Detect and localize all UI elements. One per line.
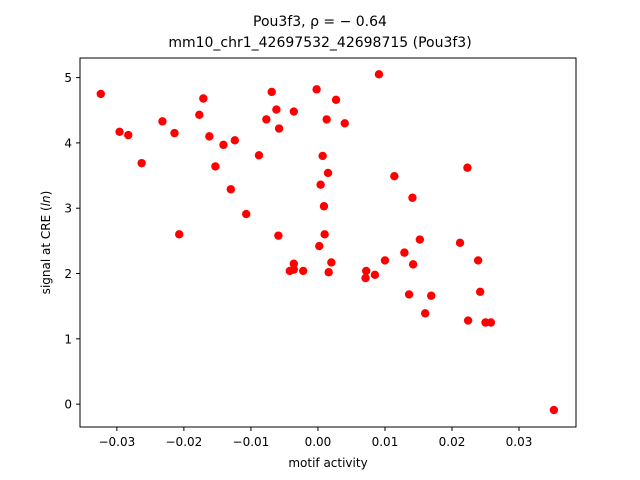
x-tick-label: −0.03 [98, 435, 135, 449]
data-point [274, 124, 284, 133]
x-tick-label: 0.01 [372, 435, 399, 449]
data-point [390, 172, 399, 181]
x-axis-label: motif activity [288, 456, 367, 470]
y-tick-label: 3 [64, 202, 72, 216]
data-point [463, 163, 472, 172]
data-point [211, 162, 220, 171]
data-point [374, 70, 384, 79]
plot-frame [79, 57, 577, 428]
data-point [316, 180, 325, 189]
data-point [96, 89, 105, 99]
data-point [226, 185, 236, 194]
data-point [124, 130, 133, 140]
data-point [420, 309, 430, 318]
data-point [262, 115, 271, 124]
data-point [380, 256, 390, 265]
data-point [408, 193, 417, 202]
data-point [408, 260, 418, 269]
data-point [272, 105, 281, 114]
data-point [267, 87, 276, 97]
data-point [289, 259, 299, 268]
y-axis-label-italic: ln [39, 195, 53, 206]
data-point [549, 405, 559, 415]
data-point [312, 85, 321, 94]
data-point [158, 117, 167, 126]
chart-subtitle: mm10_chr1_42697532_42698715 (Pou3f3) [168, 35, 472, 51]
data-point [475, 287, 485, 297]
y-axis-ticks: 0 1 2 3 4 5 [64, 71, 80, 412]
data-point [289, 265, 299, 274]
data-point [254, 151, 264, 160]
x-tick-label: 0.03 [506, 435, 533, 449]
y-tick-label: 1 [64, 332, 72, 346]
data-point [315, 241, 324, 251]
data-point [327, 258, 336, 267]
data-point [322, 115, 331, 124]
data-point [400, 248, 409, 257]
x-axis-ticks: −0.03 −0.02 −0.01 0.00 0.01 0.02 0.03 [98, 427, 532, 449]
data-point [175, 230, 184, 239]
y-tick-label: 5 [64, 71, 72, 85]
x-tick-label: −0.02 [166, 435, 203, 449]
y-tick-label: 0 [64, 398, 72, 412]
chart-title-rho: ρ = − 0.64 [310, 14, 387, 30]
data-point [323, 168, 333, 178]
data-point [274, 231, 283, 240]
data-point [404, 290, 414, 299]
data-point [370, 270, 380, 280]
data-point [195, 110, 204, 120]
chart-title-prefix: Pou3f3, [253, 14, 311, 30]
x-tick-label: 0.02 [439, 435, 466, 449]
data-point [137, 158, 146, 168]
data-point [242, 209, 251, 219]
data-point [486, 318, 496, 327]
x-tick-label: −0.01 [233, 435, 270, 449]
data-points [96, 70, 559, 415]
y-tick-label: 2 [64, 267, 72, 281]
y-axis-label-suffix: ) [39, 191, 53, 196]
chart-title: Pou3f3, ρ = − 0.64 [0, 14, 640, 30]
data-point [205, 132, 214, 141]
data-point [199, 94, 208, 103]
data-point [473, 256, 483, 265]
data-point [361, 273, 370, 283]
data-point [230, 136, 240, 145]
data-point [289, 107, 299, 116]
data-point [318, 151, 327, 161]
y-tick-label: 4 [64, 136, 72, 150]
data-point [415, 235, 425, 244]
data-point [115, 127, 124, 136]
y-axis-label: signal at CRE (ln) [39, 191, 53, 295]
x-tick-label: 0.00 [305, 435, 332, 449]
data-point [463, 316, 473, 325]
data-point [319, 202, 329, 211]
data-point [320, 230, 329, 239]
data-point [331, 95, 341, 105]
data-point [362, 266, 371, 276]
data-point [324, 268, 333, 277]
data-point [219, 140, 228, 150]
data-point [299, 266, 308, 276]
data-point [427, 291, 436, 300]
y-axis-label-prefix: signal at CRE ( [39, 206, 53, 294]
data-point [170, 128, 179, 138]
data-point [455, 238, 465, 248]
data-point [340, 119, 349, 128]
